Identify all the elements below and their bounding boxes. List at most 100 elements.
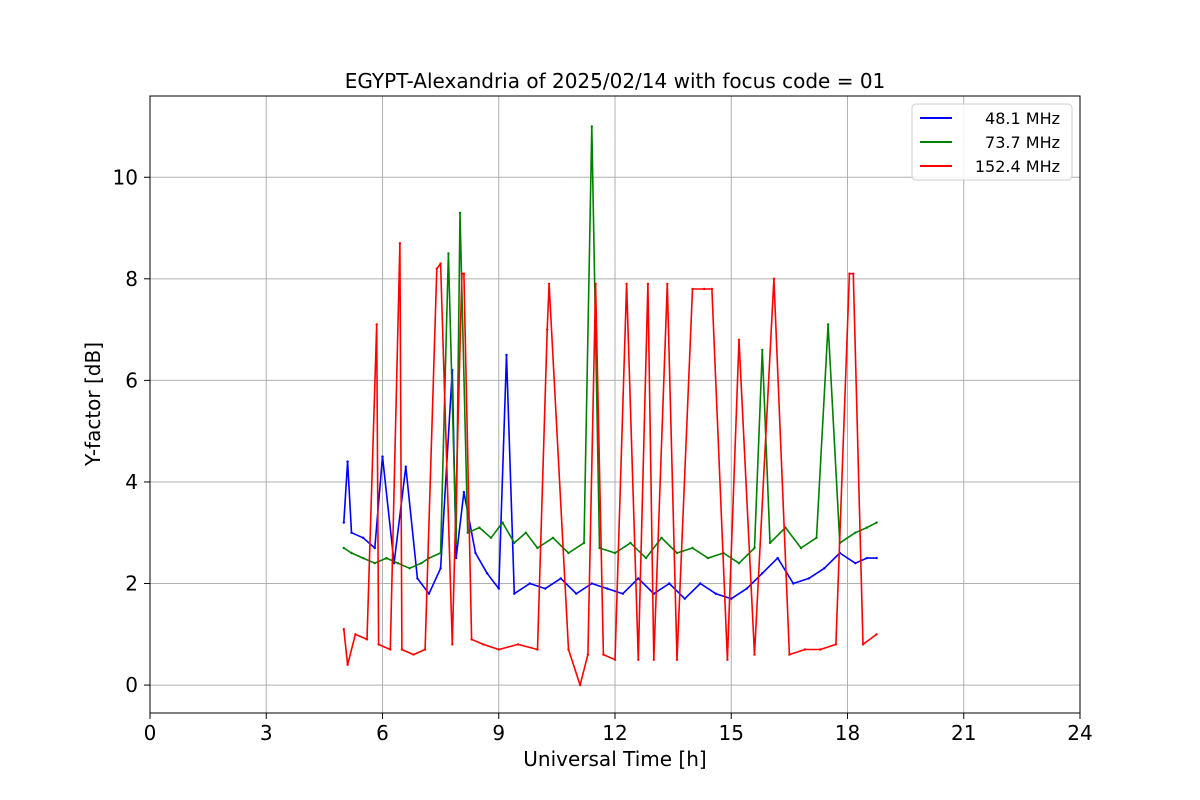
data-point	[505, 353, 508, 357]
y-tick-label: 0	[125, 673, 138, 697]
y-axis-label: Y-factor [dB]	[81, 342, 105, 467]
series-layer	[342, 125, 878, 687]
data-point	[772, 277, 776, 280]
data-point	[598, 546, 601, 550]
data-point	[365, 638, 369, 641]
data-point	[350, 551, 353, 555]
data-point	[586, 653, 590, 656]
data-point	[435, 267, 438, 270]
data-point	[726, 658, 729, 661]
data-point	[489, 536, 493, 539]
data-point	[501, 521, 504, 524]
data-point	[458, 211, 462, 214]
data-point	[497, 587, 500, 590]
data-point	[567, 551, 570, 555]
data-point	[350, 531, 353, 534]
data-point	[730, 597, 733, 600]
data-point	[826, 323, 830, 326]
data-point	[398, 242, 402, 245]
data-point	[637, 658, 640, 661]
data-point	[361, 556, 365, 560]
data-point	[666, 282, 669, 286]
data-point	[875, 556, 878, 560]
data-point	[460, 272, 464, 275]
data-point	[852, 272, 855, 275]
data-point	[745, 587, 748, 590]
data-point	[373, 562, 376, 565]
data-point	[683, 597, 686, 600]
data-point	[544, 587, 547, 590]
data-point	[737, 562, 741, 565]
data-point	[400, 648, 404, 651]
data-point	[606, 587, 609, 590]
data-point	[578, 683, 582, 687]
legend: 48.1 MHz 73.7 MHz 152.4 MHz	[911, 103, 1073, 181]
data-point	[389, 648, 392, 651]
data-point	[485, 572, 489, 575]
data-point	[875, 521, 878, 524]
data-point	[346, 663, 349, 666]
data-point	[354, 633, 357, 636]
data-point	[675, 658, 679, 661]
data-point	[524, 531, 528, 534]
x-tick-label: 12	[602, 721, 627, 745]
data-point	[513, 592, 516, 595]
data-point	[546, 328, 549, 331]
data-point	[385, 556, 388, 560]
data-point	[854, 562, 857, 565]
data-point	[439, 567, 442, 570]
data-point	[412, 653, 415, 656]
data-point	[865, 556, 869, 560]
series-line-2	[343, 242, 878, 686]
data-point	[753, 546, 756, 550]
x-tick-label: 24	[1067, 721, 1092, 745]
data-point	[536, 546, 539, 550]
data-point	[861, 643, 865, 646]
x-tick-label: 9	[492, 721, 505, 745]
data-point	[702, 287, 706, 291]
data-point	[834, 643, 838, 646]
data-point	[439, 551, 442, 555]
data-point	[761, 348, 764, 352]
data-point	[823, 567, 826, 570]
data-point	[478, 526, 481, 529]
data-point	[361, 536, 365, 539]
y-tick-label: 6	[125, 368, 138, 392]
data-point	[342, 546, 345, 550]
data-point	[342, 628, 345, 631]
legend-label: 73.7 MHz	[985, 133, 1060, 152]
data-point	[462, 272, 466, 275]
data-point	[420, 562, 423, 565]
data-point	[668, 582, 671, 585]
data-point	[629, 541, 632, 545]
data-point	[761, 572, 764, 575]
data-point	[575, 592, 578, 595]
data-point	[710, 287, 714, 291]
data-point	[646, 282, 650, 286]
data-point	[547, 282, 551, 286]
data-point	[396, 562, 400, 565]
data-point	[582, 541, 586, 545]
legend-label: 152.4 MHz	[975, 157, 1060, 176]
data-point	[516, 643, 520, 646]
data-point	[613, 658, 617, 661]
data-point	[454, 556, 458, 560]
data-point	[613, 551, 617, 555]
data-point	[807, 577, 810, 580]
legend-label: 48.1 MHz	[985, 109, 1060, 128]
data-point	[381, 455, 384, 458]
data-point	[447, 252, 450, 255]
data-point	[699, 582, 702, 585]
data-point	[559, 577, 562, 580]
legend-box	[911, 103, 1073, 181]
x-ticks: 0 3 6 9 12 15 18 21 24	[144, 713, 1093, 745]
y-ticks: 0 2 4 6 8 10	[113, 165, 150, 697]
y-tick-label: 8	[125, 267, 138, 291]
data-point	[342, 521, 345, 524]
data-point	[660, 536, 663, 539]
data-point	[737, 338, 741, 341]
data-point	[474, 551, 477, 555]
data-point	[513, 541, 516, 545]
data-point	[466, 531, 469, 534]
data-point	[497, 648, 500, 651]
